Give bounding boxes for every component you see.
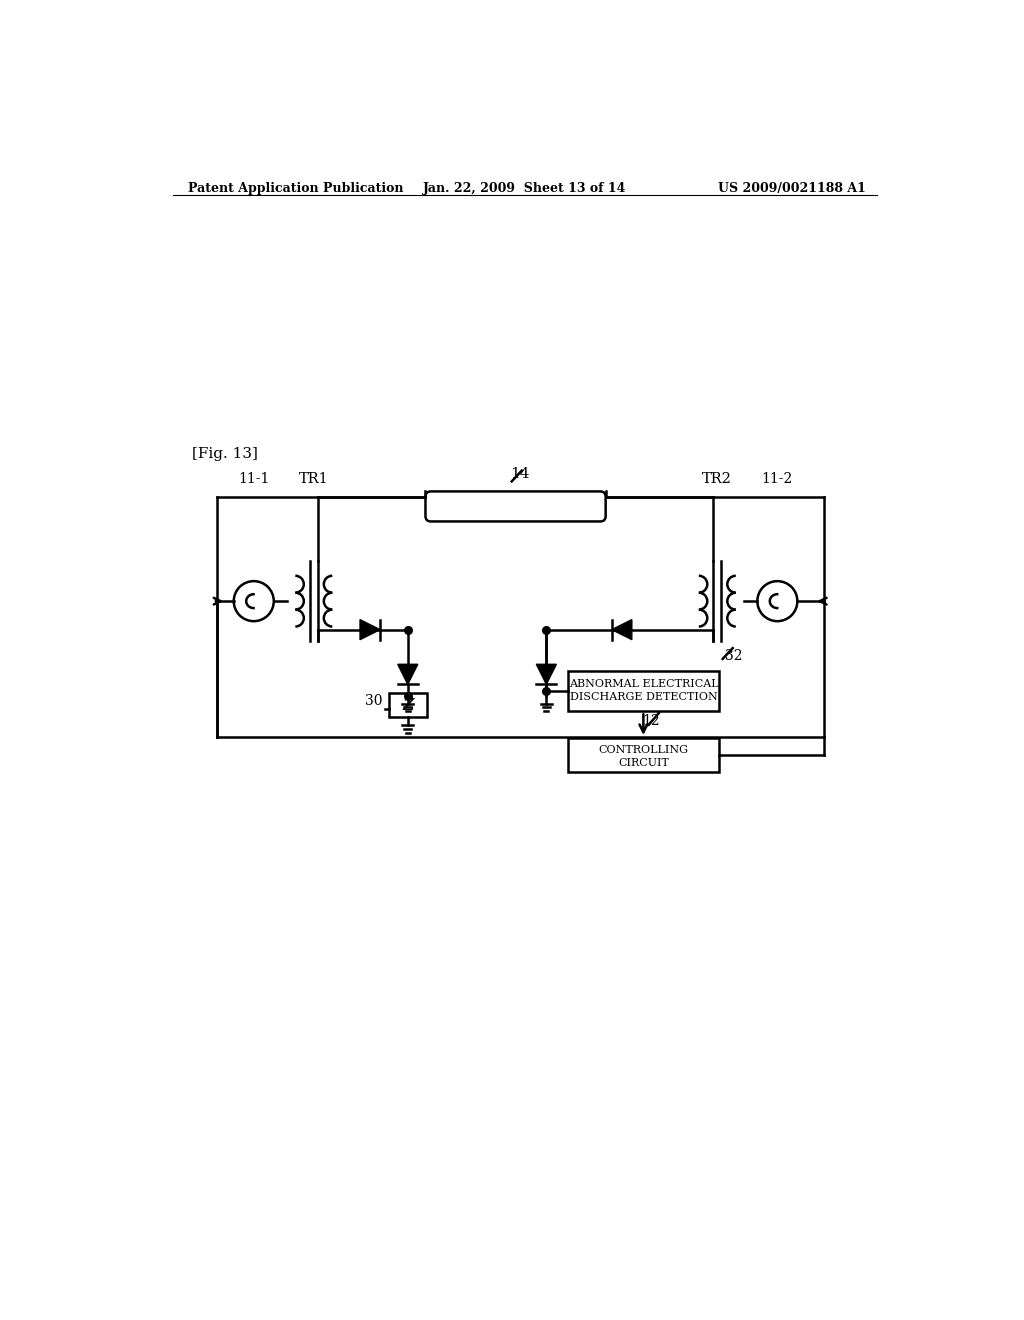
- Bar: [568, 671, 719, 711]
- Text: TR1: TR1: [299, 471, 329, 486]
- Polygon shape: [537, 664, 556, 684]
- Text: US 2009/0021188 A1: US 2009/0021188 A1: [718, 182, 866, 194]
- Polygon shape: [360, 619, 380, 640]
- Polygon shape: [397, 664, 418, 684]
- Polygon shape: [611, 619, 632, 640]
- Text: 11-2: 11-2: [762, 471, 793, 486]
- Text: Jan. 22, 2009  Sheet 13 of 14: Jan. 22, 2009 Sheet 13 of 14: [423, 182, 627, 194]
- Text: 32: 32: [725, 649, 742, 663]
- Text: 14: 14: [510, 467, 529, 480]
- Text: CONTROLLING: CONTROLLING: [598, 744, 688, 755]
- Text: 11-1: 11-1: [238, 471, 269, 486]
- Text: [Fig. 13]: [Fig. 13]: [193, 447, 258, 461]
- Text: TR2: TR2: [702, 471, 732, 486]
- Bar: [568, 738, 719, 772]
- Text: Z: Z: [402, 697, 414, 714]
- Bar: [388, 693, 427, 718]
- Text: 30: 30: [365, 694, 382, 709]
- FancyBboxPatch shape: [425, 491, 605, 521]
- Text: 12: 12: [642, 714, 659, 727]
- Text: DISCHARGE DETECTION: DISCHARGE DETECTION: [569, 693, 717, 702]
- Text: CIRCUIT: CIRCUIT: [617, 758, 669, 768]
- Text: Patent Application Publication: Patent Application Publication: [188, 182, 403, 194]
- Text: ABNORMAL ELECTRICAL: ABNORMAL ELECTRICAL: [568, 678, 718, 689]
